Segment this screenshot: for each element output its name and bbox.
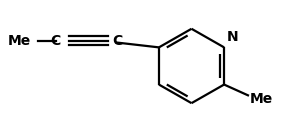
Text: N: N xyxy=(226,30,238,44)
Text: Me: Me xyxy=(8,34,31,47)
Text: C: C xyxy=(50,34,61,47)
Text: Me: Me xyxy=(250,92,273,106)
Text: C: C xyxy=(112,34,123,47)
